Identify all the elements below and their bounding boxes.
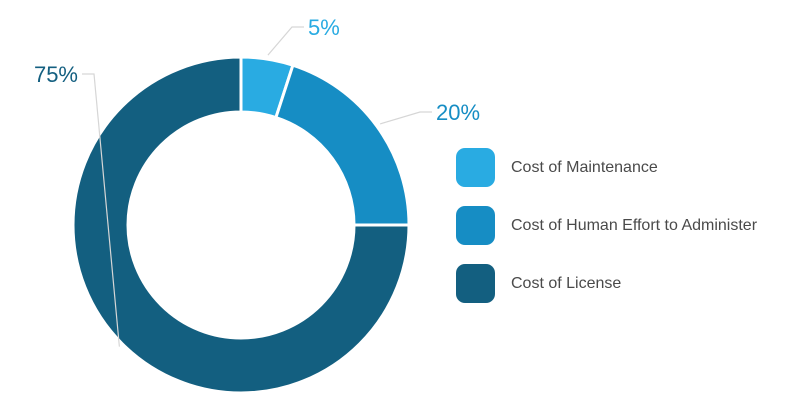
legend-item-human-effort[interactable]: Cost of Human Effort to Administer (456, 206, 801, 245)
legend-swatch-human-effort (456, 206, 495, 245)
leader-lines-layer (82, 26, 432, 347)
leader-line-maintenance (267, 26, 304, 56)
legend-swatch-license (456, 264, 495, 303)
percent-label-maintenance: 5% (308, 15, 340, 40)
legend-label-human-effort: Cost of Human Effort to Administer (511, 216, 758, 234)
percent-label-license: 75% (34, 62, 78, 87)
legend-label-maintenance: Cost of Maintenance (511, 158, 658, 176)
legend-item-maintenance[interactable]: Cost of Maintenance (456, 148, 801, 187)
legend-swatch-maintenance (456, 148, 495, 187)
chart-legend: Cost of Maintenance Cost of Human Effort… (456, 148, 801, 322)
leader-line-human-effort (379, 111, 432, 125)
legend-label-license: Cost of License (511, 274, 622, 292)
percent-label-human-effort: 20% (436, 100, 480, 125)
leader-line-license (82, 73, 120, 347)
slices-layer (71, 55, 411, 395)
legend-item-license[interactable]: Cost of License (456, 264, 801, 303)
donut-slice-license[interactable] (71, 55, 411, 395)
donut-slice-human-effort[interactable] (274, 63, 411, 227)
percent-labels-layer: 5% 20% 75% (34, 15, 480, 125)
